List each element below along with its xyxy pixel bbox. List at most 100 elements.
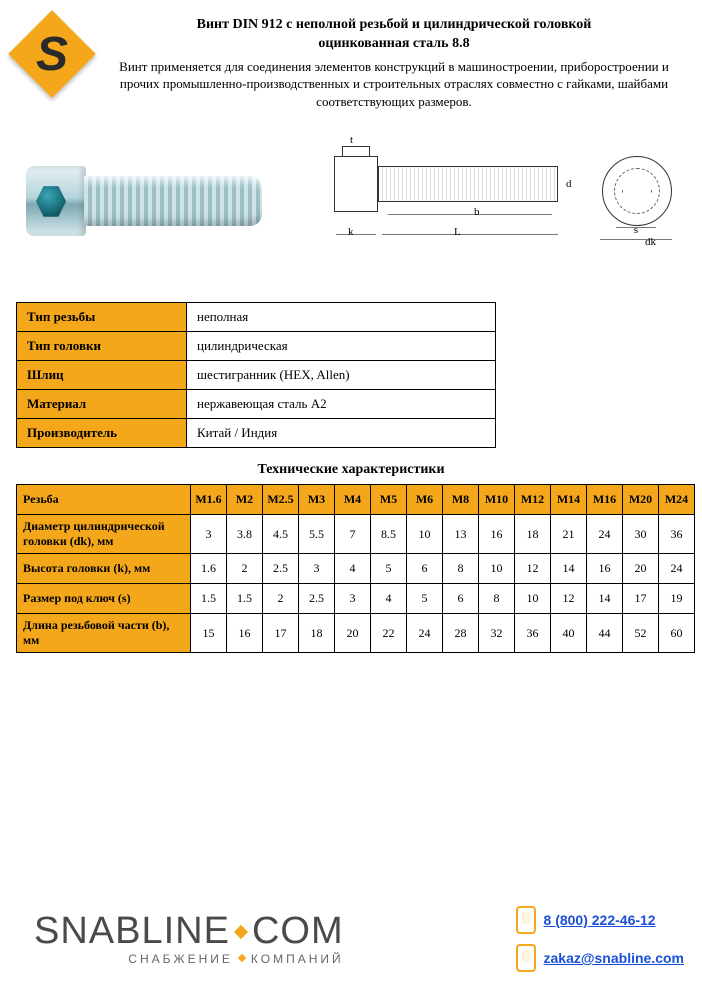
specs-cell: 5 (407, 584, 443, 614)
dim-label-s: s (634, 224, 638, 236)
specs-row: Высота головки (k), мм1.622.534568101214… (17, 554, 695, 584)
specs-cell: 5.5 (299, 515, 335, 554)
specs-cell: 6 (443, 584, 479, 614)
specs-cell: 16 (227, 614, 263, 653)
specs-cell: 14 (551, 554, 587, 584)
specs-cell: 10 (515, 584, 551, 614)
specs-cell: 15 (191, 614, 227, 653)
property-label: Шлиц (17, 361, 187, 390)
specs-header-cell: M16 (587, 485, 623, 515)
dim-label-d: d (566, 178, 572, 190)
property-value: шестигранник (HEX, Allen) (187, 361, 496, 390)
property-label: Материал (17, 390, 187, 419)
specs-header-cell: M4 (335, 485, 371, 515)
dim-label-b: b (474, 206, 480, 218)
product-photo (18, 144, 278, 254)
properties-row: Материалнержавеющая сталь A2 (17, 390, 496, 419)
specs-row-label: Высота головки (k), мм (17, 554, 191, 584)
specs-cell: 24 (587, 515, 623, 554)
property-label: Тип головки (17, 332, 187, 361)
brand-left: SNABLINE (34, 910, 230, 952)
specs-cell: 3 (335, 584, 371, 614)
specs-cell: 2 (263, 584, 299, 614)
dim-label-dk: dk (645, 236, 656, 248)
specs-header-cell: M3 (299, 485, 335, 515)
specs-cell: 19 (659, 584, 695, 614)
specs-cell: 3.8 (227, 515, 263, 554)
dim-label-t: t (350, 134, 353, 146)
email-link[interactable]: zakaz@snabline.com (544, 950, 684, 966)
specs-cell: 16 (479, 515, 515, 554)
page-footer: SNABLINE COM СНАБЖЕНИЕ КОМПАНИЙ 8 (800) 22… (0, 906, 702, 972)
specs-cell: 20 (335, 614, 371, 653)
specs-row-label: Размер под ключ (s) (17, 584, 191, 614)
specs-header-cell: M24 (659, 485, 695, 515)
specs-row: Диаметр цилиндрической головки (dk), мм3… (17, 515, 695, 554)
property-label: Производитель (17, 419, 187, 448)
specs-header-cell: M8 (443, 485, 479, 515)
property-value: неполная (187, 303, 496, 332)
phone-link[interactable]: 8 (800) 222-46-12 (544, 912, 656, 928)
specs-cell: 60 (659, 614, 695, 653)
specs-cell: 28 (443, 614, 479, 653)
specs-cell: 40 (551, 614, 587, 653)
dim-label-L: L (454, 226, 461, 238)
page-title: Винт DIN 912 с неполной резьбой и цилинд… (104, 16, 684, 54)
specs-cell: 1.5 (227, 584, 263, 614)
specs-header-cell: M10 (479, 485, 515, 515)
specs-cell: 5 (371, 554, 407, 584)
specs-cell: 8.5 (371, 515, 407, 554)
specs-cell: 4 (335, 554, 371, 584)
specs-cell: 1.5 (191, 584, 227, 614)
specs-header-cell: M6 (407, 485, 443, 515)
specs-cell: 13 (443, 515, 479, 554)
specs-row: Размер под ключ (s)1.51.522.534568101214… (17, 584, 695, 614)
specs-cell: 17 (263, 614, 299, 653)
specs-cell: 32 (479, 614, 515, 653)
specs-cell: 4 (371, 584, 407, 614)
properties-row: Шлицшестигранник (HEX, Allen) (17, 361, 496, 390)
property-value: нержавеющая сталь A2 (187, 390, 496, 419)
specs-cell: 6 (407, 554, 443, 584)
specs-cell: 12 (515, 554, 551, 584)
tagline-right: КОМПАНИЙ (251, 952, 344, 966)
specs-header-cell: M12 (515, 485, 551, 515)
specs-header-cell: M1.6 (191, 485, 227, 515)
email-icon (516, 944, 536, 972)
specs-cell: 3 (191, 515, 227, 554)
page-subtitle: Винт применяется для соединения элементо… (114, 58, 674, 111)
specs-cell: 18 (515, 515, 551, 554)
specs-cell: 36 (515, 614, 551, 653)
footer-tagline: СНАБЖЕНИЕ КОМПАНИЙ (34, 952, 344, 966)
specs-row: Длина резьбовой части (b), мм15161718202… (17, 614, 695, 653)
specs-cell: 12 (551, 584, 587, 614)
specs-cell: 7 (335, 515, 371, 554)
specs-cell: 16 (587, 554, 623, 584)
tagline-left: СНАБЖЕНИЕ (128, 952, 233, 966)
specs-cell: 17 (623, 584, 659, 614)
specs-cell: 24 (407, 614, 443, 653)
specs-header-cell: M14 (551, 485, 587, 515)
specs-cell: 52 (623, 614, 659, 653)
specs-cell: 10 (479, 554, 515, 584)
specs-title: Технические характеристики (12, 462, 690, 478)
property-value: Китай / Индия (187, 419, 496, 448)
specs-header-cell: M20 (623, 485, 659, 515)
properties-row: Тип резьбынеполная (17, 303, 496, 332)
footer-brand: SNABLINE COM (34, 912, 344, 950)
specs-cell: 18 (299, 614, 335, 653)
properties-row: Тип головкицилиндрическая (17, 332, 496, 361)
specs-cell: 10 (407, 515, 443, 554)
dim-label-k: k (348, 226, 354, 238)
specs-row-label: Диаметр цилиндрической головки (dk), мм (17, 515, 191, 554)
brand-logo: S (18, 20, 86, 88)
specs-cell: 22 (371, 614, 407, 653)
specs-cell: 1.6 (191, 554, 227, 584)
specs-cell: 2 (227, 554, 263, 584)
specs-cell: 21 (551, 515, 587, 554)
technical-drawing: t k L b d s dk (324, 144, 684, 254)
phone-icon (516, 906, 536, 934)
specs-header-cell: M2.5 (263, 485, 299, 515)
brand-right: COM (252, 910, 344, 952)
title-line-1: Винт DIN 912 с неполной резьбой и цилинд… (197, 17, 592, 32)
